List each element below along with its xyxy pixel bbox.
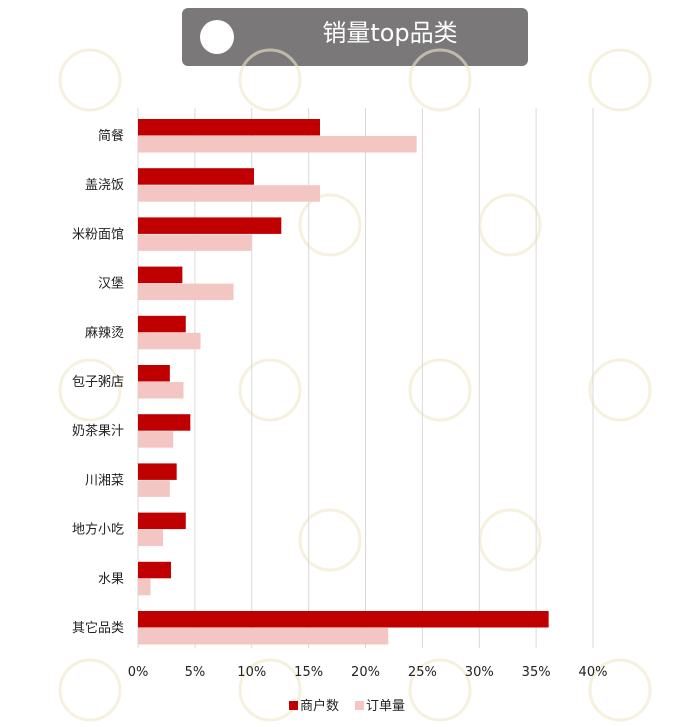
x-tick-label: 5% bbox=[185, 665, 206, 680]
watermark-circle bbox=[588, 48, 652, 112]
watermark-layer bbox=[58, 48, 652, 722]
category-label: 麻辣烫 bbox=[85, 326, 124, 341]
legend-swatch bbox=[355, 701, 364, 710]
bars-layer bbox=[138, 119, 549, 645]
watermark-circle bbox=[588, 358, 652, 422]
watermark-circle bbox=[588, 658, 652, 722]
bar-merchants bbox=[138, 119, 320, 136]
x-tick-label: 35% bbox=[522, 665, 551, 680]
bar-merchants bbox=[138, 168, 255, 185]
watermark-circle bbox=[238, 48, 302, 112]
bar-merchants bbox=[138, 365, 170, 382]
x-tick-label: 40% bbox=[579, 665, 608, 680]
legend-label: 商户数 bbox=[300, 698, 339, 714]
watermark-circle bbox=[58, 358, 122, 422]
watermark-circle bbox=[478, 193, 542, 257]
watermark-circle bbox=[298, 508, 362, 572]
category-label: 米粉面馆 bbox=[72, 227, 124, 242]
bar-orders bbox=[138, 234, 252, 251]
bar-orders bbox=[138, 431, 174, 448]
bar-orders bbox=[138, 529, 164, 547]
x-tick-label: 10% bbox=[237, 665, 266, 680]
title-bullet-icon bbox=[200, 20, 234, 54]
bar-merchants bbox=[138, 463, 177, 480]
bar-merchants bbox=[138, 414, 191, 431]
watermark-circle bbox=[238, 358, 302, 422]
x-tick-label: 20% bbox=[351, 665, 380, 680]
x-tick-label: 25% bbox=[408, 665, 437, 680]
bar-orders bbox=[138, 480, 170, 497]
bar-merchants bbox=[138, 561, 171, 579]
bar-orders bbox=[138, 283, 234, 301]
bar-orders bbox=[138, 628, 389, 645]
watermark-circle bbox=[408, 48, 472, 112]
legend-swatch bbox=[289, 701, 298, 710]
bar-orders bbox=[138, 136, 417, 153]
category-label: 奶茶果汁 bbox=[72, 423, 124, 439]
x-tick-label: 15% bbox=[294, 665, 323, 680]
bar-orders bbox=[138, 185, 320, 202]
x-tick-label: 30% bbox=[465, 665, 494, 680]
watermark-circle bbox=[408, 658, 472, 722]
x-tick-label: 0% bbox=[128, 665, 149, 680]
category-label: 盖浇饭 bbox=[85, 178, 124, 193]
chart-title: 销量top品类 bbox=[322, 19, 458, 47]
watermark-circle bbox=[238, 658, 302, 722]
legend: 商户数 订单量 bbox=[289, 698, 405, 714]
watermark-circle bbox=[478, 508, 542, 572]
watermark-circle bbox=[408, 358, 472, 422]
bar-merchants bbox=[138, 266, 183, 284]
bar-merchants bbox=[138, 611, 549, 628]
bar-orders bbox=[138, 382, 184, 399]
category-label: 其它品类 bbox=[72, 620, 124, 636]
title-banner: 销量top品类 bbox=[182, 8, 528, 66]
category-label: 汉堡 bbox=[98, 276, 124, 292]
category-label: 包子粥店 bbox=[72, 374, 124, 390]
bar-orders bbox=[138, 578, 151, 596]
bar-merchants bbox=[138, 315, 186, 333]
category-label: 地方小吃 bbox=[72, 522, 124, 538]
x-tick-labels: 0% 5% 10% 15% 20% 25% 30% 35% 40% bbox=[128, 665, 608, 680]
bar-merchants bbox=[138, 217, 282, 234]
category-label: 简餐 bbox=[98, 128, 124, 144]
bar-orders bbox=[138, 332, 201, 350]
legend-label: 订单量 bbox=[366, 699, 405, 714]
watermark-circle bbox=[58, 48, 122, 112]
bar-merchants bbox=[138, 512, 186, 530]
category-label: 川湘菜 bbox=[85, 473, 124, 488]
watermark-circle bbox=[298, 193, 362, 257]
watermark-circle bbox=[58, 658, 122, 722]
category-label: 水果 bbox=[98, 572, 124, 587]
